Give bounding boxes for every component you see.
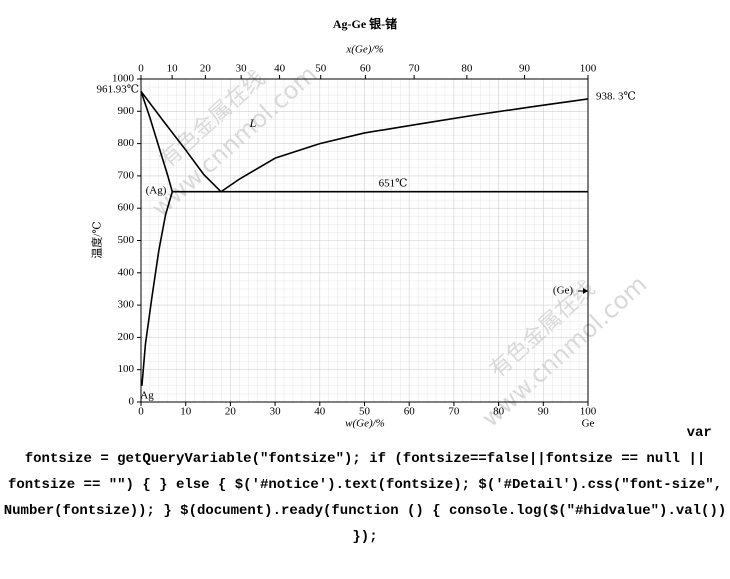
- x-tick-label: 90: [538, 406, 550, 418]
- y-tick-label: 200: [118, 331, 135, 343]
- y-tick-label: 1000: [112, 73, 135, 85]
- x2-tick-label: 100: [580, 63, 597, 75]
- x-axis-label: w(Ge)/%: [345, 418, 385, 430]
- annotation: Ge: [582, 418, 595, 430]
- x2-tick-label: 40: [274, 63, 286, 75]
- annotation: L: [249, 116, 257, 130]
- x-tick-label: 30: [270, 406, 282, 418]
- y-tick-label: 500: [118, 234, 135, 246]
- x-tick-label: 60: [404, 406, 416, 418]
- x2-axis-label: x(Ge)/%: [346, 44, 384, 56]
- plot-frame: [140, 78, 589, 403]
- x-tick-label: 70: [449, 406, 461, 418]
- annotation: 961.93℃: [97, 84, 140, 96]
- phase-boundary: [140, 90, 222, 193]
- annotation: 938. 3℃: [596, 91, 636, 103]
- x-tick-label: 100: [580, 406, 597, 418]
- x-tick-label: 40: [314, 406, 326, 418]
- x2-tick-label: 10: [167, 63, 179, 75]
- y-tick-label: 0: [129, 396, 135, 408]
- y-axis-label: 温度/℃: [90, 221, 104, 258]
- y-tick-label: 100: [118, 363, 135, 375]
- x2-tick-label: 80: [462, 63, 474, 75]
- x2-tick-label: 30: [236, 63, 248, 75]
- x-tick-label: 0: [138, 406, 144, 418]
- annotation: 651℃: [379, 178, 408, 190]
- y-tick-label: 300: [118, 299, 135, 311]
- x2-tick-label: 20: [200, 63, 212, 75]
- x2-tick-label: 50: [315, 63, 327, 75]
- y-tick-label: 700: [118, 169, 135, 181]
- x-tick-label: 80: [493, 406, 505, 418]
- x-tick-label: 20: [225, 406, 237, 418]
- page: Ag-Ge 银-锗 x(Ge)/% w(Ge)/% 温度/℃ 有色金属在线 www.cnn…: [3, 16, 727, 545]
- annotation: Ag: [140, 390, 154, 402]
- y-tick-label: 400: [118, 266, 135, 278]
- phase-boundary: [140, 91, 174, 192]
- arrow-head: [583, 288, 589, 294]
- y-tick-label: 900: [118, 105, 135, 117]
- x2-tick-label: 90: [519, 63, 531, 75]
- y-tick-label: 800: [118, 137, 135, 149]
- phase-boundary: [141, 191, 174, 386]
- annotation: (Ge): [553, 285, 573, 297]
- x2-tick-label: 0: [138, 63, 144, 75]
- phase-boundary: [220, 98, 589, 193]
- x2-tick-label: 60: [360, 63, 372, 75]
- y-tick-label: 600: [118, 202, 135, 214]
- x2-tick-label: 70: [409, 63, 421, 75]
- x-tick-label: 10: [180, 406, 192, 418]
- annotation: (Ag): [146, 185, 167, 197]
- code-text: var fontsize = getQueryVariable("fontsiz…: [3, 425, 727, 545]
- chart: Ag-Ge 银-锗x(Ge)/%w(Ge)/%温度/℃有色金属在线www.cnn…: [90, 16, 653, 433]
- x-tick-label: 50: [359, 406, 371, 418]
- chart-title: Ag-Ge 银-锗: [333, 16, 397, 31]
